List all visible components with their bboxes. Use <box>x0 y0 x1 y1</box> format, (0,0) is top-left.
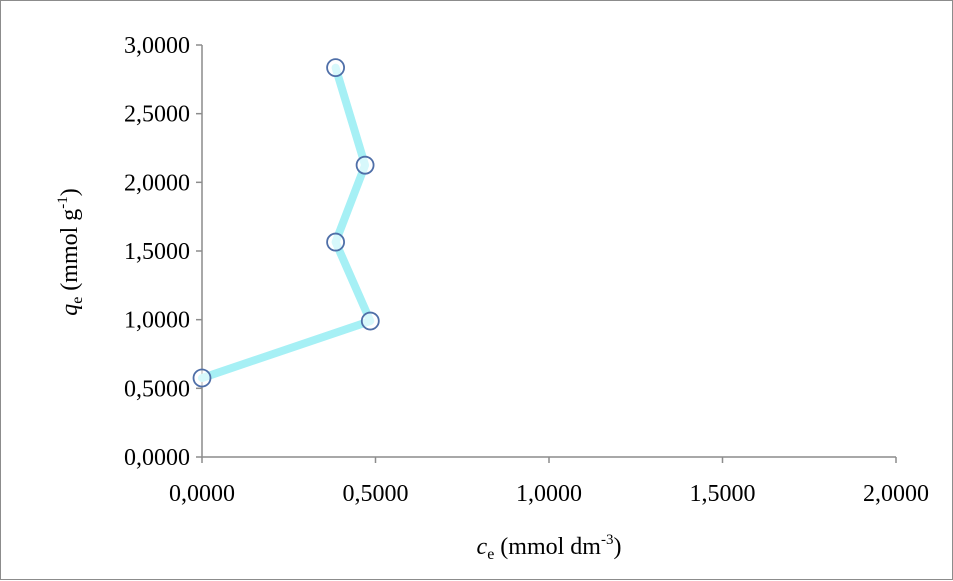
x-tick-label: 0,0000 <box>169 481 235 507</box>
y-axis-symbol: q <box>57 304 83 316</box>
x-axis-subscript: e <box>487 546 494 563</box>
tick-labels: 0,0000 0,5000 1,0000 1,5000 2,0000 2,5000 3,00… <box>124 33 929 507</box>
series-line <box>198 63 375 383</box>
axes <box>201 45 896 458</box>
data-point-marker <box>355 155 375 175</box>
y-axis-title: qe (mmol g-1) <box>55 188 86 316</box>
x-tick-label: 1,0000 <box>516 481 582 507</box>
x-tick-label: 2,0000 <box>863 481 929 507</box>
x-axis-unit-prefix: (mmol dm <box>494 534 601 560</box>
y-tick-label: 0,0000 <box>124 445 190 471</box>
series-group <box>192 58 380 388</box>
y-axis-unit-suffix: ) <box>57 188 83 196</box>
y-tick-label: 2,5000 <box>124 102 190 128</box>
data-point-marker <box>326 232 345 252</box>
y-tick-label: 0,5000 <box>124 376 190 402</box>
data-point-marker <box>360 311 380 331</box>
y-axis-subscript: e <box>69 297 86 304</box>
y-axis-unit-prefix: (mmol g <box>57 209 83 297</box>
data-point-marker <box>192 368 212 388</box>
x-axis-title: ce (mmol dm-3) <box>477 532 622 563</box>
x-axis-unit-suffix: ) <box>613 534 621 560</box>
y-tick-label: 1,0000 <box>124 308 190 334</box>
x-tick-label: 0,5000 <box>343 481 409 507</box>
y-axis-unit-exponent: -1 <box>55 196 71 209</box>
y-tick-label: 3,0000 <box>124 33 190 59</box>
y-tick-label: 2,0000 <box>124 170 190 196</box>
y-tick-label: 1,5000 <box>124 239 190 265</box>
x-axis-symbol: c <box>477 534 488 560</box>
tick-marks <box>196 44 897 463</box>
data-point-marker <box>326 58 345 78</box>
x-tick-label: 1,5000 <box>690 481 756 507</box>
x-axis-unit-exponent: -3 <box>601 532 614 548</box>
